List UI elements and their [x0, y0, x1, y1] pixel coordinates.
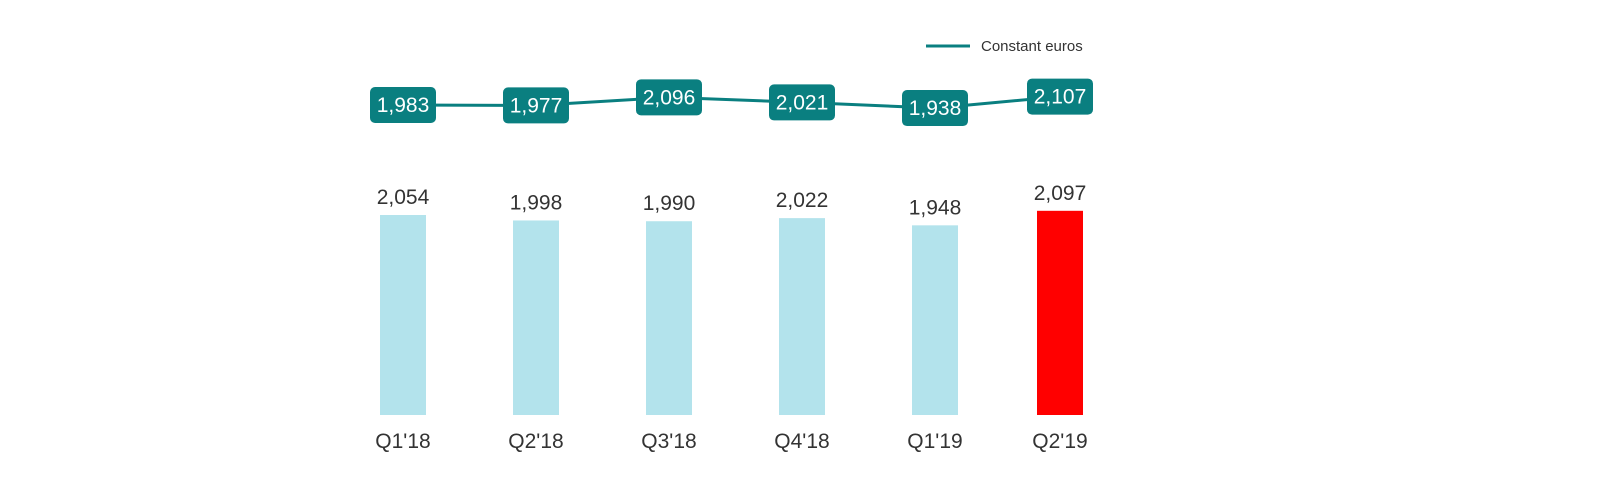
line-point-badge: [769, 84, 835, 121]
bar-value-label: 1,948: [909, 196, 962, 219]
line-point-badge: [370, 87, 436, 123]
legend-label: Constant euros: [981, 38, 1083, 55]
category-label: Q1'19: [907, 430, 962, 453]
category-label: Q2'19: [1032, 430, 1087, 453]
line-value-label: 1,983: [377, 94, 430, 117]
bar-value-label: 1,990: [643, 192, 696, 215]
category-label: Q4'18: [774, 430, 829, 453]
bars-group: [380, 210, 1083, 415]
line-value-label: 2,096: [643, 86, 696, 109]
bar-3: [779, 218, 825, 415]
bar-5: [1037, 210, 1083, 415]
line-value-label: 2,021: [776, 91, 829, 114]
line-series-group: 1,983 1,977 2,096 2,021 1,938 2,107: [370, 78, 1093, 127]
bar-2: [646, 221, 692, 415]
category-labels-group: Q1'18 Q2'18 Q3'18 Q4'18 Q1'19 Q2'19: [375, 430, 1087, 453]
bar-value-label: 2,022: [776, 189, 829, 212]
bar-labels-group: 2,054 1,998 1,990 2,022 1,948 2,097: [377, 182, 1087, 220]
line-point-badge: [503, 87, 569, 124]
bar-value-label: 2,097: [1034, 182, 1087, 205]
line-value-label: 1,938: [909, 97, 962, 120]
bar-4: [912, 225, 958, 415]
line-value-label: 1,977: [510, 94, 563, 117]
line-point-badge: [636, 79, 702, 116]
category-label: Q2'18: [508, 430, 563, 453]
line-value-label: 2,107: [1034, 86, 1087, 109]
bar-value-label: 2,054: [377, 186, 430, 209]
category-label: Q3'18: [641, 430, 696, 453]
category-label: Q1'18: [375, 430, 430, 453]
line-point-badge: [1027, 78, 1093, 115]
bar-0: [380, 215, 426, 415]
legend: Constant euros: [926, 38, 1083, 55]
bar-value-label: 1,998: [510, 191, 563, 214]
bar-1: [513, 220, 559, 415]
line-point-badge: [902, 90, 968, 127]
